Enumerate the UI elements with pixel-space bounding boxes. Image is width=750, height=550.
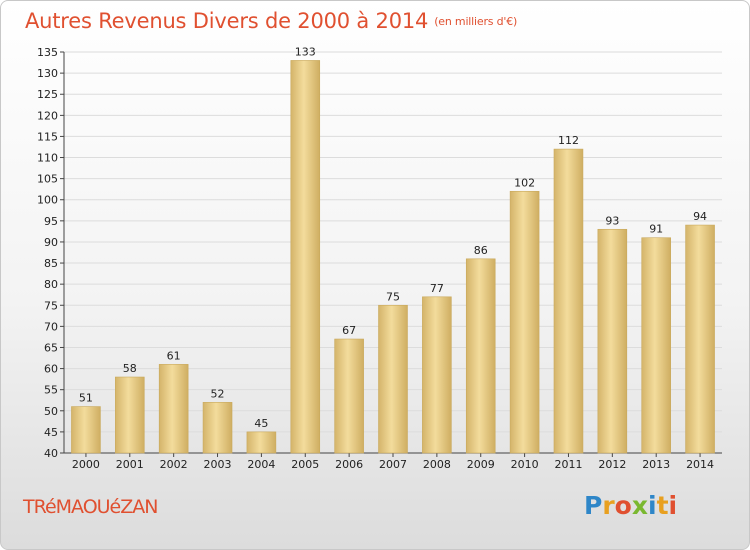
data-label: 52 xyxy=(211,387,225,400)
chart-title: Autres Revenus Divers de 2000 à 2014 (en … xyxy=(25,9,517,33)
y-tick-label: 105 xyxy=(37,173,58,186)
bar xyxy=(202,402,233,454)
data-label: 58 xyxy=(123,362,137,375)
bar xyxy=(465,258,496,454)
bar xyxy=(422,296,452,454)
bar xyxy=(553,148,584,454)
x-tick-label: 2008 xyxy=(423,458,451,471)
data-label: 86 xyxy=(474,244,488,257)
bar xyxy=(685,224,715,454)
y-tick-label: 75 xyxy=(44,299,58,312)
data-label: 75 xyxy=(386,290,400,303)
x-tick-label: 2006 xyxy=(335,458,363,471)
data-label: 93 xyxy=(605,214,619,227)
x-tick-label: 2014 xyxy=(686,458,714,471)
bar xyxy=(334,338,364,454)
y-tick-label: 80 xyxy=(44,278,58,291)
proxiti-logo: Proxiti xyxy=(584,491,677,520)
data-label: 102 xyxy=(514,176,535,189)
data-label: 94 xyxy=(693,210,707,223)
bar xyxy=(378,304,408,454)
y-tick-label: 120 xyxy=(37,109,58,122)
y-tick-label: 110 xyxy=(37,152,58,165)
logo-letter: t xyxy=(656,491,669,520)
data-label: 61 xyxy=(167,349,181,362)
data-label: 91 xyxy=(649,223,663,236)
x-tick-label: 2010 xyxy=(511,458,539,471)
x-tick-label: 2011 xyxy=(554,458,582,471)
x-tick-label: 2002 xyxy=(160,458,188,471)
bar xyxy=(597,228,628,454)
y-tick-label: 50 xyxy=(44,405,58,418)
value-labels: 51 58 61 52 45 133 67 75 77 86 102 112 93 91 94 xyxy=(79,45,707,429)
bar xyxy=(158,364,189,454)
y-tick-label: 115 xyxy=(37,130,58,143)
x-tick-label: 2000 xyxy=(72,458,100,471)
y-tick-label: 60 xyxy=(44,363,58,376)
x-tick-label: 2001 xyxy=(116,458,144,471)
logo-letter: i xyxy=(668,491,678,520)
logo-letter: i xyxy=(648,491,657,520)
bar xyxy=(246,431,277,454)
data-label: 133 xyxy=(295,45,316,58)
x-tick-label: 2012 xyxy=(598,458,626,471)
y-tick-label: 65 xyxy=(44,341,58,354)
bar xyxy=(115,376,145,454)
x-tick-label: 2004 xyxy=(247,458,275,471)
y-tick-label: 100 xyxy=(37,194,58,207)
data-label: 67 xyxy=(342,324,356,337)
y-tick-label: 90 xyxy=(44,236,58,249)
y-tick-label: 130 xyxy=(37,67,58,80)
commune-name: TRéMAOUéZAN xyxy=(23,496,158,518)
bar xyxy=(290,60,321,454)
logo-letter: x xyxy=(631,491,648,520)
x-tick-label: 2009 xyxy=(467,458,495,471)
x-tick-label: 2007 xyxy=(379,458,407,471)
logo-letter: r xyxy=(602,491,615,520)
x-tick-label: 2005 xyxy=(291,458,319,471)
y-tick-label: 45 xyxy=(44,426,58,439)
data-label: 112 xyxy=(558,134,579,147)
bar xyxy=(509,190,540,454)
x-tick-label: 2013 xyxy=(642,458,670,471)
logo-letter: o xyxy=(614,491,632,520)
bar xyxy=(71,406,101,454)
y-tick-label: 95 xyxy=(44,215,58,228)
logo-letter: P xyxy=(584,491,603,520)
bar xyxy=(641,237,671,454)
data-label: 51 xyxy=(79,392,93,405)
y-tick-label: 55 xyxy=(44,384,58,397)
y-tick-label: 135 xyxy=(37,46,58,59)
chart-subtitle: (en milliers d'€) xyxy=(434,15,518,28)
bars xyxy=(71,60,715,454)
y-tick-label: 40 xyxy=(44,447,58,460)
data-label: 77 xyxy=(430,282,444,295)
y-tick-label: 85 xyxy=(44,257,58,270)
title-text: Autres Revenus Divers de 2000 à 2014 xyxy=(25,9,429,33)
y-tick-label: 70 xyxy=(44,320,58,333)
y-tick-label: 125 xyxy=(37,88,58,101)
data-label: 45 xyxy=(254,417,268,430)
x-tick-label: 2003 xyxy=(204,458,232,471)
